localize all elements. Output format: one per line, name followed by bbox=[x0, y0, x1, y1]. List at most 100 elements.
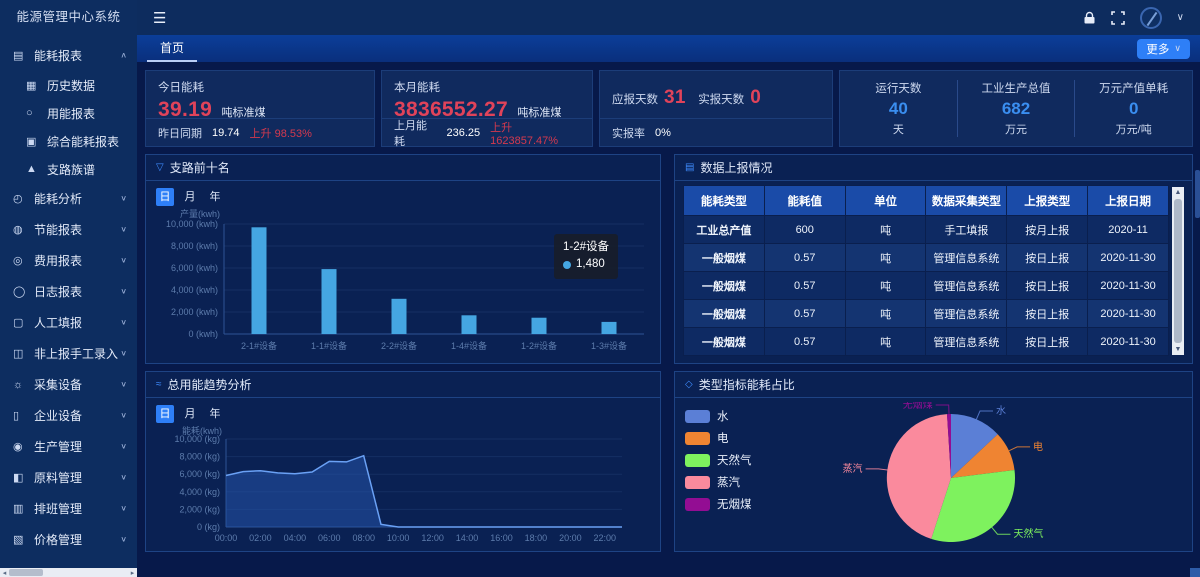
bar-1-4#设备[interactable] bbox=[461, 315, 477, 334]
sidebar-subitem-0-3[interactable]: ▲ 支路族谱 bbox=[0, 155, 137, 183]
range-tab-年[interactable]: 年 bbox=[209, 408, 221, 420]
bar-2-1#设备[interactable] bbox=[251, 227, 267, 334]
pie-slice-电[interactable] bbox=[951, 434, 1015, 478]
sidebar-item-label: 企业设备 bbox=[34, 409, 83, 423]
range-tab-月[interactable]: 月 bbox=[184, 191, 196, 203]
x-tick-label: 12:00 bbox=[421, 533, 444, 543]
bar-2-2#设备[interactable] bbox=[391, 298, 407, 334]
y-axis-title: 能耗(kwh) bbox=[182, 425, 222, 436]
sidebar-item-12[interactable]: ▧ 价格管理 ∨ bbox=[0, 524, 137, 555]
range-tab-年[interactable]: 年 bbox=[209, 191, 221, 203]
bar-1-2#设备[interactable] bbox=[531, 317, 547, 334]
panel-energy-type-share: ◇ 类型指标能耗占比 水电天然气 蒸汽 无烟煤 水电天然气 蒸汽 无烟煤 bbox=[674, 371, 1193, 552]
table-cell: 按月上报 bbox=[1006, 215, 1089, 244]
table-column-header: 能耗值 bbox=[763, 185, 846, 216]
more-button[interactable]: 更多 ∨ bbox=[1137, 38, 1190, 59]
sidebar-scrollbar-thumb[interactable] bbox=[9, 569, 43, 576]
user-menu-chevron-down-icon[interactable]: ∨ bbox=[1176, 12, 1184, 23]
sidebar-subitem-0-1[interactable]: ○ 用能报表 bbox=[0, 99, 137, 127]
avatar[interactable] bbox=[1139, 6, 1162, 29]
sidebar-item-1[interactable]: ◴ 能耗分析 ∨ bbox=[0, 183, 137, 214]
chevron-down-icon: ∨ bbox=[120, 410, 127, 420]
table-cell: 0.57 bbox=[763, 271, 846, 300]
sidebar-item-8[interactable]: ▯ 企业设备 ∨ bbox=[0, 400, 137, 431]
无烟煤-legend-chip-icon bbox=[685, 497, 710, 511]
table-row-3[interactable]: 一般烟煤 0.57 吨管理信息系统 按日上报 2020-11-30 bbox=[683, 299, 1169, 328]
sidebar-subitem-label: 支路族谱 bbox=[47, 162, 96, 177]
table-cell: 按日上报 bbox=[1006, 327, 1089, 356]
actual-days-label: 实报天数 bbox=[698, 94, 745, 106]
range-tab-日[interactable]: 日 bbox=[156, 188, 174, 206]
sidebar-item-5[interactable]: ▢ 人工填报 ∨ bbox=[0, 307, 137, 338]
table-cell: 0.57 bbox=[763, 327, 846, 356]
pie-legend: 水电天然气蒸汽无烟煤 bbox=[685, 408, 752, 512]
scroll-right-icon[interactable]: ▸ bbox=[130, 569, 135, 577]
sidebar-item-2[interactable]: ◍ 节能报表 ∨ bbox=[0, 214, 137, 245]
panel-header: ▤ 数据上报情况 bbox=[675, 155, 1192, 181]
delta-badge: 上升 98.53% bbox=[249, 127, 312, 140]
sidebar-item-7[interactable]: ☼ 采集设备 ∨ bbox=[0, 369, 137, 400]
tab-home[interactable]: 首页 bbox=[147, 35, 198, 62]
x-tick-label: 2-2#设备 bbox=[381, 340, 417, 351]
bar-1-1#设备[interactable] bbox=[321, 269, 337, 334]
legend-item-电[interactable]: 电 bbox=[685, 430, 752, 446]
x-tick-label: 20:00 bbox=[559, 533, 582, 543]
pie-slice-无烟煤[interactable] bbox=[947, 413, 951, 478]
sidebar-subitem-label: 用能报表 bbox=[47, 106, 96, 121]
table-row-1[interactable]: 一般烟煤 0.57 吨管理信息系统 按日上报 2020-11-30 bbox=[683, 243, 1169, 272]
panel-body: 日月 年 0 (kwh) 2,000 (kwh) 4,000 (kwh) 6,000 (… bbox=[146, 181, 660, 363]
x-tick-label: 06:00 bbox=[318, 533, 341, 543]
pie-slice-蒸汽[interactable] bbox=[886, 414, 951, 539]
sidebar-item-0[interactable]: ▤ 能耗报表 ∧ bbox=[0, 40, 137, 71]
sidebar-horizontal-scrollbar[interactable]: ◂ ▸ bbox=[0, 568, 137, 577]
table-row-2[interactable]: 一般烟煤 0.57 吨管理信息系统 按日上报 2020-11-30 bbox=[683, 271, 1169, 300]
page-scrollbar-thumb[interactable] bbox=[1195, 170, 1200, 218]
scroll-left-icon[interactable]: ◂ bbox=[2, 569, 7, 577]
table-cell: 吨 bbox=[844, 243, 927, 272]
table-cell: 吨 bbox=[844, 271, 927, 300]
pie-slice-水[interactable] bbox=[951, 414, 998, 478]
table-scrollbar-thumb[interactable] bbox=[1174, 199, 1182, 343]
legend-item-水[interactable]: 水 bbox=[685, 408, 752, 424]
sidebar-item-11[interactable]: ▥ 排班管理 ∨ bbox=[0, 493, 137, 524]
overview-metric-1: 工业生产总值 682 万元 bbox=[956, 80, 1075, 137]
sidebar-subitem-0-0[interactable]: ▦ 历史数据 bbox=[0, 71, 137, 99]
sidebar-item-9[interactable]: ◉ 生产管理 ∨ bbox=[0, 431, 137, 462]
pie-slice-天然气[interactable] bbox=[931, 470, 1016, 543]
sidebar-subitem-0-2[interactable]: ▣ 综合能耗报表 bbox=[0, 127, 137, 155]
hamburger-icon[interactable]: ☰ bbox=[153, 9, 167, 27]
table-cell: 2020-11-30 bbox=[1087, 243, 1169, 272]
metric-label: 万元产值单耗 bbox=[1099, 83, 1169, 95]
sidebar-item-3[interactable]: ◎ 费用报表 ∨ bbox=[0, 245, 137, 276]
scroll-down-icon[interactable]: ▼ bbox=[1174, 346, 1182, 353]
fullscreen-icon[interactable] bbox=[1110, 10, 1125, 25]
sidebar-item-6[interactable]: ◫ 非上报手工录入 ∨ bbox=[0, 338, 137, 369]
metric-unit: 万元/吨 bbox=[1115, 124, 1152, 136]
table-row-0[interactable]: 工业总产值 600 吨手工填报 按月上报 2020-11 bbox=[683, 215, 1169, 244]
bar-1-3#设备[interactable] bbox=[601, 321, 617, 334]
panel-body: 水电天然气 蒸汽 无烟煤 水电天然气 蒸汽 无烟煤 bbox=[675, 398, 1192, 551]
range-tab-月[interactable]: 月 bbox=[184, 408, 196, 420]
lock-icon[interactable] bbox=[1083, 11, 1096, 25]
branch-tree-icon: ▲ bbox=[26, 163, 37, 175]
chevron-down-icon: ∨ bbox=[120, 193, 127, 203]
chevron-down-icon: ∨ bbox=[120, 286, 127, 296]
range-tab-日[interactable]: 日 bbox=[156, 405, 174, 423]
metric-label: 运行天数 bbox=[875, 83, 922, 95]
trend-line[interactable] bbox=[225, 454, 622, 528]
sidebar-item-10[interactable]: ◧ 原料管理 ∨ bbox=[0, 462, 137, 493]
legend-item-无烟煤[interactable]: 无烟煤 bbox=[685, 496, 752, 512]
y-tick-label: 8,000 (kwh) bbox=[171, 241, 218, 251]
table-vertical-scrollbar[interactable]: ▲ ▼ bbox=[1172, 187, 1184, 355]
scroll-up-icon[interactable]: ▲ bbox=[1174, 189, 1182, 196]
sidebar-item-4[interactable]: ◯ 日志报表 ∨ bbox=[0, 276, 137, 307]
delta-badge: 上升 1623857.47% bbox=[490, 121, 559, 147]
legend-item-蒸汽[interactable]: 蒸汽 bbox=[685, 474, 752, 490]
stat-card-month-energy: 本月能耗 3836552.27 吨标准煤 上月能耗 236.25 上升 1623… bbox=[381, 70, 593, 148]
legend-item-天然气[interactable]: 天然气 bbox=[685, 452, 752, 468]
stat-footer: 实报率 0% bbox=[600, 118, 832, 146]
table-row-4[interactable]: 一般烟煤 0.57 吨管理信息系统 按日上报 2020-11-30 bbox=[683, 327, 1169, 356]
page-vertical-scrollbar[interactable] bbox=[1195, 62, 1200, 577]
天然气-legend-chip-icon bbox=[685, 453, 710, 467]
